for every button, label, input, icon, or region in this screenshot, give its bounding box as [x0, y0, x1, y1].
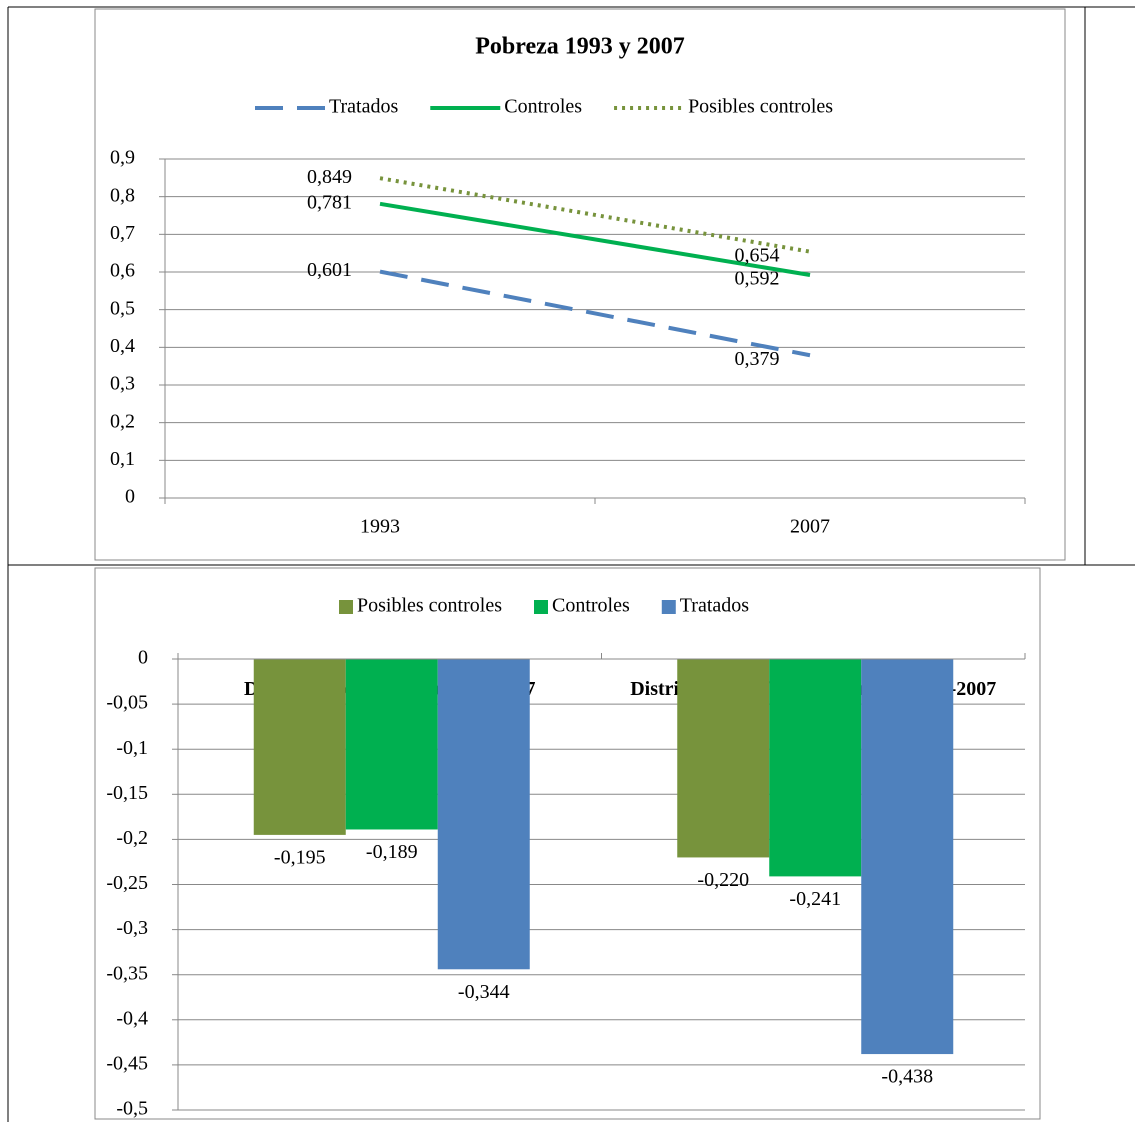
y-tick-label: 0: [138, 647, 148, 669]
legend-label: Posibles controles: [688, 96, 833, 118]
legend-swatch: [534, 600, 548, 614]
data-label: 0,601: [307, 259, 352, 281]
y-tick-label: -0,25: [106, 872, 148, 894]
legend-label: Controles: [552, 595, 630, 617]
y-tick-label: 0,1: [110, 448, 135, 470]
legend-swatch: [661, 600, 676, 614]
data-label: 0,654: [735, 244, 780, 266]
bar: [677, 659, 770, 858]
x-tick-label: 1993: [360, 516, 400, 538]
y-tick-label: -0,45: [106, 1052, 148, 1074]
bar: [437, 659, 530, 970]
data-label: 0,592: [735, 268, 780, 290]
data-label: -0,220: [697, 869, 749, 891]
bar: [345, 659, 438, 830]
line: [379, 269, 811, 358]
y-tick-label: -0,5: [116, 1098, 148, 1120]
bar: [769, 659, 862, 877]
data-label: -0,195: [274, 846, 326, 868]
legend-label: Posibles controles: [357, 595, 502, 617]
y-tick-label: 0,8: [110, 184, 135, 206]
data-label: -0,438: [881, 1066, 933, 1088]
data-label: -0,189: [366, 841, 418, 863]
y-tick-label: -0,4: [116, 1007, 148, 1029]
y-tick-label: -0,2: [116, 827, 148, 849]
legend-label: Tratados: [680, 595, 749, 617]
y-tick-label: -0,35: [106, 962, 148, 984]
data-label: -0,344: [458, 981, 510, 1003]
data-label: 0,781: [307, 191, 352, 213]
y-tick-label: 0,2: [110, 410, 135, 432]
data-label: 0,379: [735, 348, 780, 370]
x-tick-label: 2007: [790, 516, 830, 538]
legend-label: Controles: [504, 96, 582, 118]
y-tick-label: 0,6: [110, 260, 135, 282]
chart-frame: [94, 8, 1066, 561]
line: [379, 176, 811, 254]
legend-label: Tratados: [329, 96, 398, 118]
y-tick-label: -0,3: [116, 917, 148, 939]
y-tick-label: 0,3: [110, 373, 135, 395]
legend-swatch: [339, 600, 353, 614]
y-tick-label: -0,15: [106, 782, 148, 804]
y-tick-label: -0,1: [116, 737, 148, 759]
y-tick-label: 0,7: [110, 222, 135, 244]
y-tick-label: 0,9: [110, 147, 135, 169]
bar: [861, 659, 954, 1055]
bar: [253, 659, 346, 835]
data-label: -0,241: [789, 888, 841, 910]
data-label: 0,849: [307, 166, 352, 188]
y-tick-label: 0,5: [110, 297, 135, 319]
y-tick-label: 0: [125, 486, 135, 508]
y-tick-label: -0,05: [106, 692, 148, 714]
line: [379, 201, 811, 277]
y-tick-label: 0,4: [110, 335, 135, 357]
chart-title: Pobreza 1993 y 2007: [475, 34, 685, 60]
